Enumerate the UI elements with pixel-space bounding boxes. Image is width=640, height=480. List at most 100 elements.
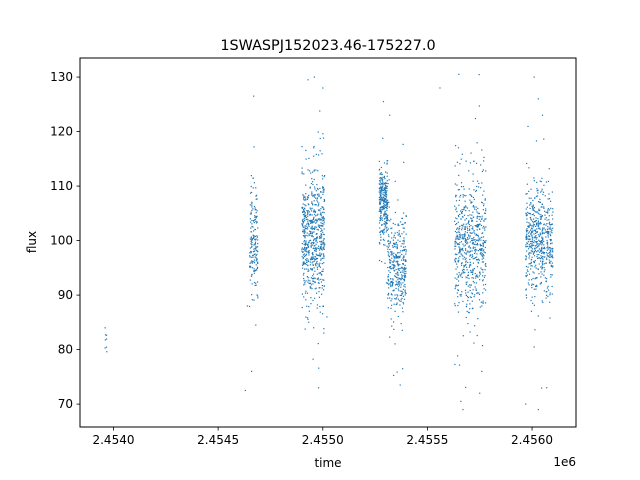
data-point: [384, 191, 386, 193]
data-point: [459, 255, 461, 258]
data-point: [302, 230, 304, 233]
data-point: [315, 263, 317, 265]
data-point: [525, 235, 528, 237]
data-point: [315, 248, 317, 250]
data-point: [547, 233, 549, 235]
data-point: [318, 264, 320, 266]
data-point: [310, 228, 312, 230]
data-point: [302, 263, 304, 266]
data-point: [474, 272, 476, 275]
data-point: [396, 294, 398, 296]
data-point: [386, 216, 389, 218]
data-point: [382, 182, 384, 185]
data-point: [464, 241, 467, 243]
data-point: [318, 291, 320, 293]
data-point: [546, 254, 548, 256]
data-point: [526, 221, 528, 223]
data-point: [525, 288, 527, 290]
data-point: [526, 231, 528, 233]
data-point: [382, 233, 385, 235]
data-point: [308, 157, 310, 160]
data-point: [533, 229, 535, 232]
data-point: [317, 342, 319, 345]
data-point: [484, 212, 486, 215]
data-point: [322, 187, 324, 189]
data-point: [308, 250, 310, 252]
data-point: [250, 231, 252, 233]
data-point: [322, 133, 324, 135]
data-point: [535, 285, 537, 288]
data-point: [382, 196, 384, 198]
data-point: [548, 259, 550, 261]
data-point: [477, 236, 480, 238]
data-point: [323, 248, 325, 250]
data-point: [526, 250, 528, 252]
data-point: [468, 265, 471, 267]
data-point: [399, 264, 401, 266]
data-point: [405, 272, 407, 275]
data-point: [466, 243, 468, 245]
data-point: [302, 254, 304, 256]
data-point: [250, 213, 252, 215]
data-point: [538, 213, 540, 215]
data-point: [380, 214, 382, 217]
data-point: [255, 246, 257, 249]
data-point: [458, 259, 460, 261]
data-point: [477, 207, 479, 210]
data-point: [547, 180, 550, 183]
data-point: [305, 158, 307, 160]
data-point: [546, 257, 548, 259]
data-point: [460, 185, 463, 188]
data-point: [465, 276, 467, 278]
data-point: [464, 265, 466, 267]
data-point: [477, 186, 480, 188]
data-point: [533, 177, 535, 179]
data-point: [535, 264, 537, 266]
data-point: [105, 334, 108, 336]
data-point: [401, 267, 403, 269]
data-point: [479, 279, 481, 281]
data-point: [533, 255, 536, 257]
data-point: [532, 230, 534, 232]
x-axis-ticks: 2.4540 2.4545 2.4550 2.4555 2.4560: [92, 427, 553, 447]
data-point: [463, 256, 466, 258]
data-point: [400, 290, 402, 292]
data-point: [383, 214, 385, 217]
data-point: [546, 232, 548, 234]
data-point: [476, 217, 478, 219]
data-point: [307, 281, 309, 283]
data-point: [545, 291, 547, 293]
data-point: [381, 217, 383, 219]
data-point: [484, 218, 486, 220]
data-point: [312, 256, 314, 258]
data-point: [472, 255, 474, 257]
data-point: [393, 252, 395, 254]
data-point: [402, 292, 404, 294]
data-point: [319, 150, 321, 152]
data-point: [549, 294, 551, 296]
data-point: [469, 296, 471, 298]
data-point: [310, 220, 312, 222]
data-point: [382, 176, 384, 178]
data-point: [545, 262, 547, 264]
data-point: [544, 269, 546, 271]
data-point: [303, 268, 306, 270]
data-point: [535, 235, 537, 237]
data-point: [405, 233, 407, 235]
data-point: [548, 261, 551, 263]
data-point: [254, 256, 256, 258]
data-point: [316, 307, 318, 309]
data-point: [536, 284, 538, 286]
data-point: [384, 210, 386, 212]
data-point: [392, 261, 395, 263]
data-point: [304, 220, 306, 222]
data-point: [391, 268, 393, 270]
data-point: [249, 279, 251, 281]
data-point: [310, 227, 312, 229]
data-point: [530, 265, 532, 267]
data-point: [316, 221, 318, 223]
data-point: [397, 295, 399, 297]
data-point: [403, 285, 405, 287]
data-point: [482, 257, 485, 259]
data-point: [311, 262, 313, 264]
